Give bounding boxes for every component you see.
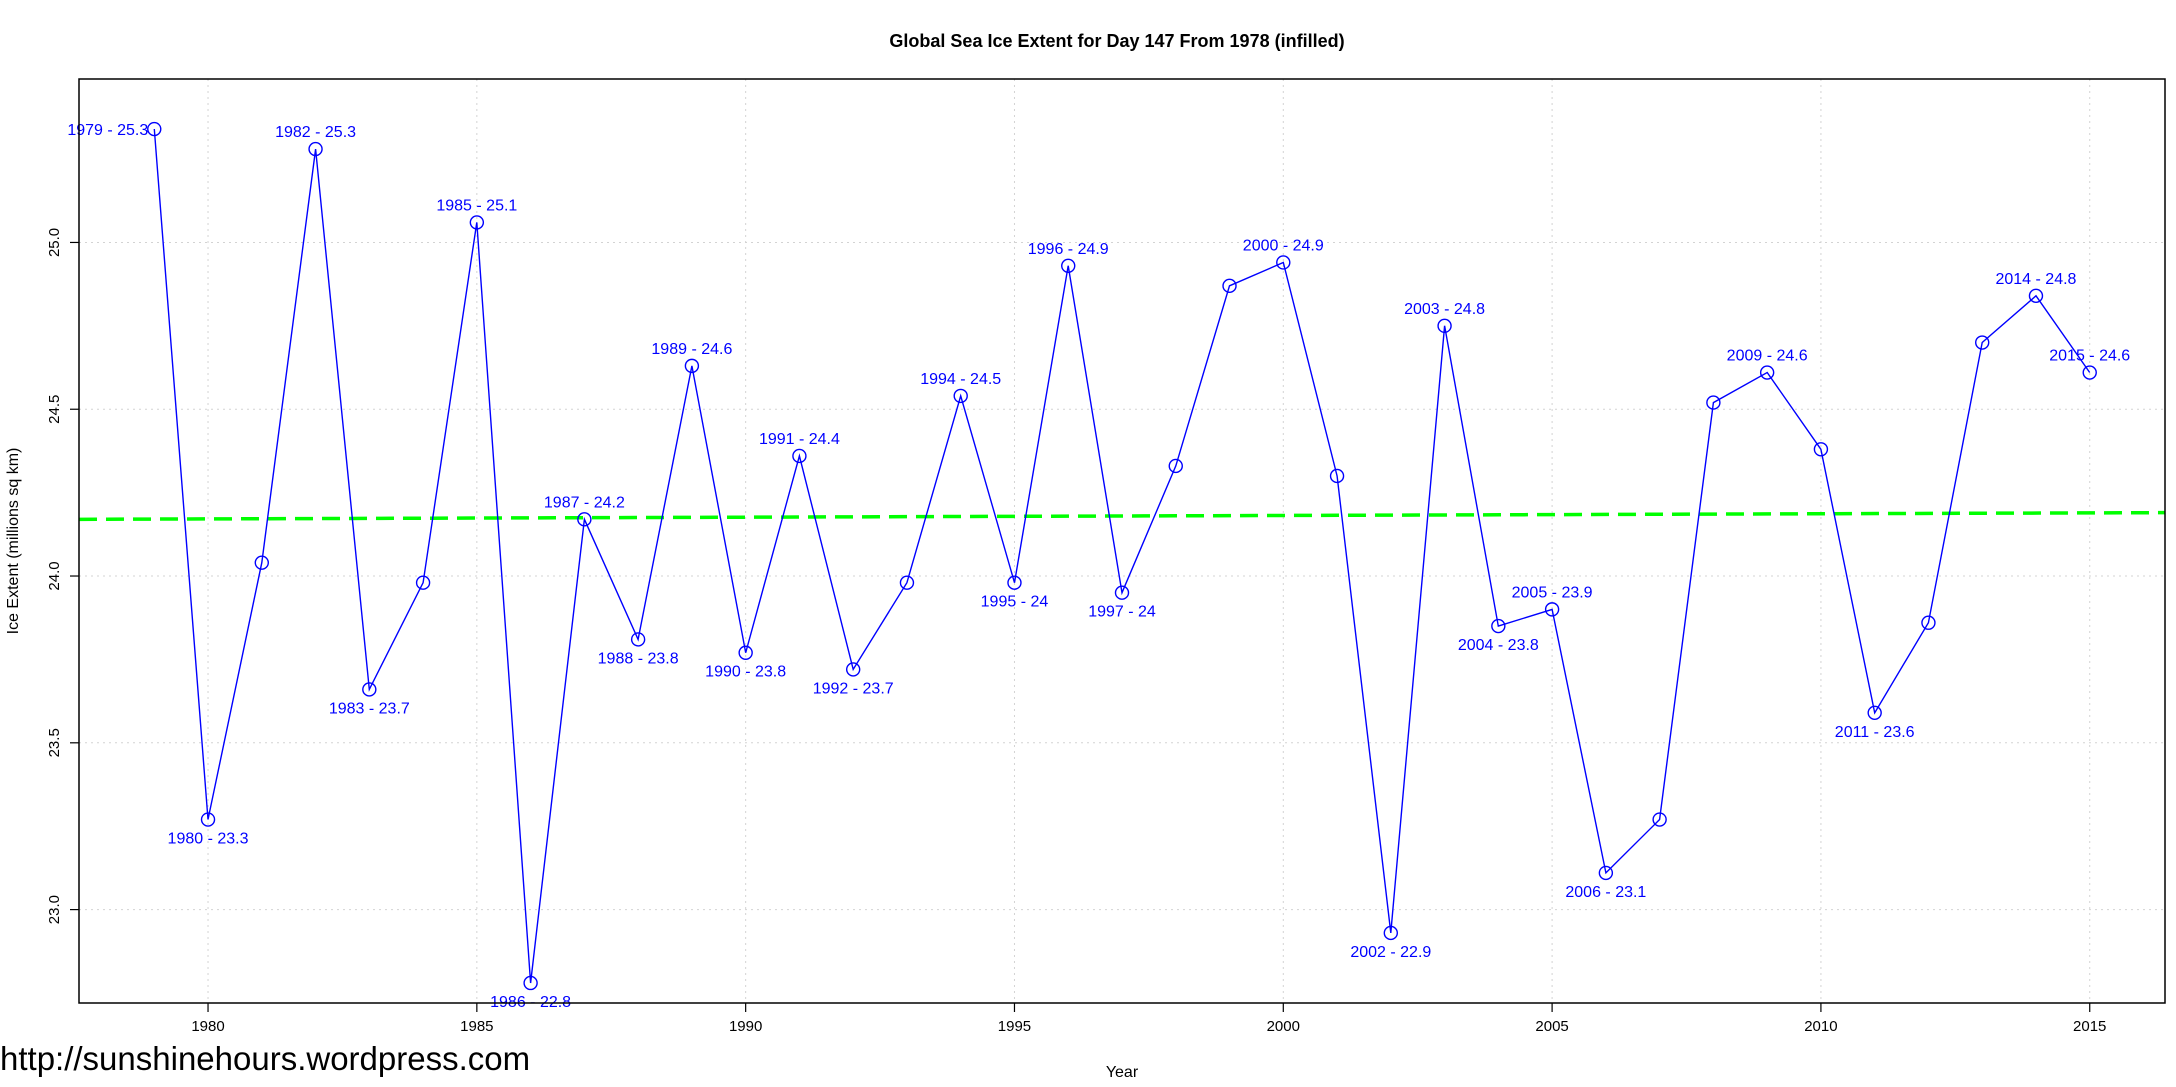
data-point <box>1168 458 1183 474</box>
data-point <box>469 215 485 230</box>
data-point <box>1383 925 1399 941</box>
data-label: 1983 - 23.7 <box>329 700 410 717</box>
y-axis: 23.0 23.5 24.0 24.5 25.0 <box>46 228 79 924</box>
series-line <box>153 128 2091 984</box>
data-point <box>899 575 915 590</box>
data-label: 1995 - 24 <box>981 594 1049 611</box>
data-point <box>1329 468 1345 484</box>
data-label: 1980 - 23.3 <box>168 831 249 848</box>
data-point <box>1867 705 1882 720</box>
data-label: 1989 - 24.6 <box>651 341 732 358</box>
data-point <box>1759 365 1775 380</box>
data-point <box>684 358 700 374</box>
data-label: 1987 - 24.2 <box>544 494 625 511</box>
x-tick-label: 1990 <box>729 1018 762 1035</box>
data-label: 2014 - 24.8 <box>1995 271 2076 288</box>
data-point <box>577 512 592 527</box>
data-point <box>1706 395 1721 410</box>
data-point <box>1598 865 1614 881</box>
data-point <box>523 975 538 991</box>
data-label: 1991 - 24.4 <box>759 431 840 448</box>
data-point <box>738 645 753 660</box>
x-axis-label: Year <box>1106 1064 1139 1081</box>
data-label: 1997 - 24 <box>1088 604 1156 621</box>
y-axis-label: Ice Extent (millions sq km) <box>5 448 22 635</box>
data-label: 1979 - 25.3 <box>67 122 148 139</box>
data-point <box>845 662 861 677</box>
data-label: 1982 - 25.3 <box>275 124 356 141</box>
chart-title: Global Sea Ice Extent for Day 147 From 1… <box>889 31 1344 51</box>
y-tick-label: 25.0 <box>46 228 63 257</box>
data-label: 2000 - 24.9 <box>1243 237 1324 254</box>
x-tick-label: 2015 <box>2073 1018 2106 1035</box>
x-tick-label: 1980 <box>191 1018 224 1035</box>
data-label: 2005 - 23.9 <box>1512 584 1593 601</box>
data-point <box>1813 442 1829 457</box>
y-tick-label: 23.5 <box>46 728 63 757</box>
x-tick-label: 2005 <box>1535 1018 1568 1035</box>
data-label: 2009 - 24.6 <box>1727 348 1808 365</box>
grid <box>79 79 2165 1003</box>
data-label: 1985 - 25.1 <box>436 197 517 214</box>
data-point <box>953 388 968 404</box>
data-point <box>415 575 431 590</box>
data-label: 1994 - 24.5 <box>920 371 1001 388</box>
data-point <box>362 682 377 697</box>
data-label: 2015 - 24.6 <box>2049 348 2130 365</box>
data-point <box>1652 812 1667 827</box>
data-point <box>630 632 646 647</box>
data-label: 1992 - 23.7 <box>813 680 894 697</box>
data-point <box>254 555 269 570</box>
data-point <box>1437 318 1452 334</box>
point-labels: 1979 - 25.3 1980 - 23.3 1982 - 25.3 1983 - … <box>67 122 2130 1011</box>
plot-border <box>78 78 2166 1004</box>
data-point <box>1921 615 1936 630</box>
y-tick-label: 24.5 <box>46 395 63 424</box>
data-point <box>1544 602 1560 617</box>
data-point <box>308 141 323 157</box>
data-point <box>1975 335 1990 350</box>
watermark: http://sunshinehours.wordpress.com <box>0 1040 531 1077</box>
data-point <box>1491 618 1506 634</box>
data-point <box>1114 585 1130 600</box>
trend-layer <box>78 510 2166 522</box>
data-label: 2004 - 23.8 <box>1458 637 1539 654</box>
data-point <box>1007 575 1022 590</box>
x-tick-label: 1995 <box>998 1018 1031 1035</box>
data-point <box>147 121 162 137</box>
data-label: 1996 - 24.9 <box>1028 241 1109 258</box>
data-point <box>1222 278 1237 294</box>
data-label: 2002 - 22.9 <box>1350 944 1431 961</box>
x-axis: 1980 1985 1990 1995 2000 2005 2010 2015 <box>191 1003 2106 1035</box>
data-point <box>1276 255 1291 270</box>
data-point <box>792 448 807 464</box>
x-tick-label: 1985 <box>460 1018 493 1035</box>
data-point <box>200 812 216 827</box>
data-label: 2011 - 23.6 <box>1835 724 1915 741</box>
data-point <box>2028 288 2044 304</box>
x-tick-label: 2010 <box>1804 1018 1837 1035</box>
data-point <box>2082 365 2097 380</box>
data-point <box>1061 258 1076 274</box>
y-tick-label: 23.0 <box>46 895 63 924</box>
y-tick-label: 24.0 <box>46 561 63 590</box>
data-label: 1990 - 23.8 <box>705 664 786 681</box>
data-label: 2003 - 24.8 <box>1404 301 1485 318</box>
x-tick-label: 2000 <box>1267 1018 1300 1035</box>
data-label: 1988 - 23.8 <box>598 650 679 667</box>
series-layer <box>147 121 2097 991</box>
data-label: 2006 - 23.1 <box>1565 884 1646 901</box>
trend-line <box>78 510 2166 522</box>
